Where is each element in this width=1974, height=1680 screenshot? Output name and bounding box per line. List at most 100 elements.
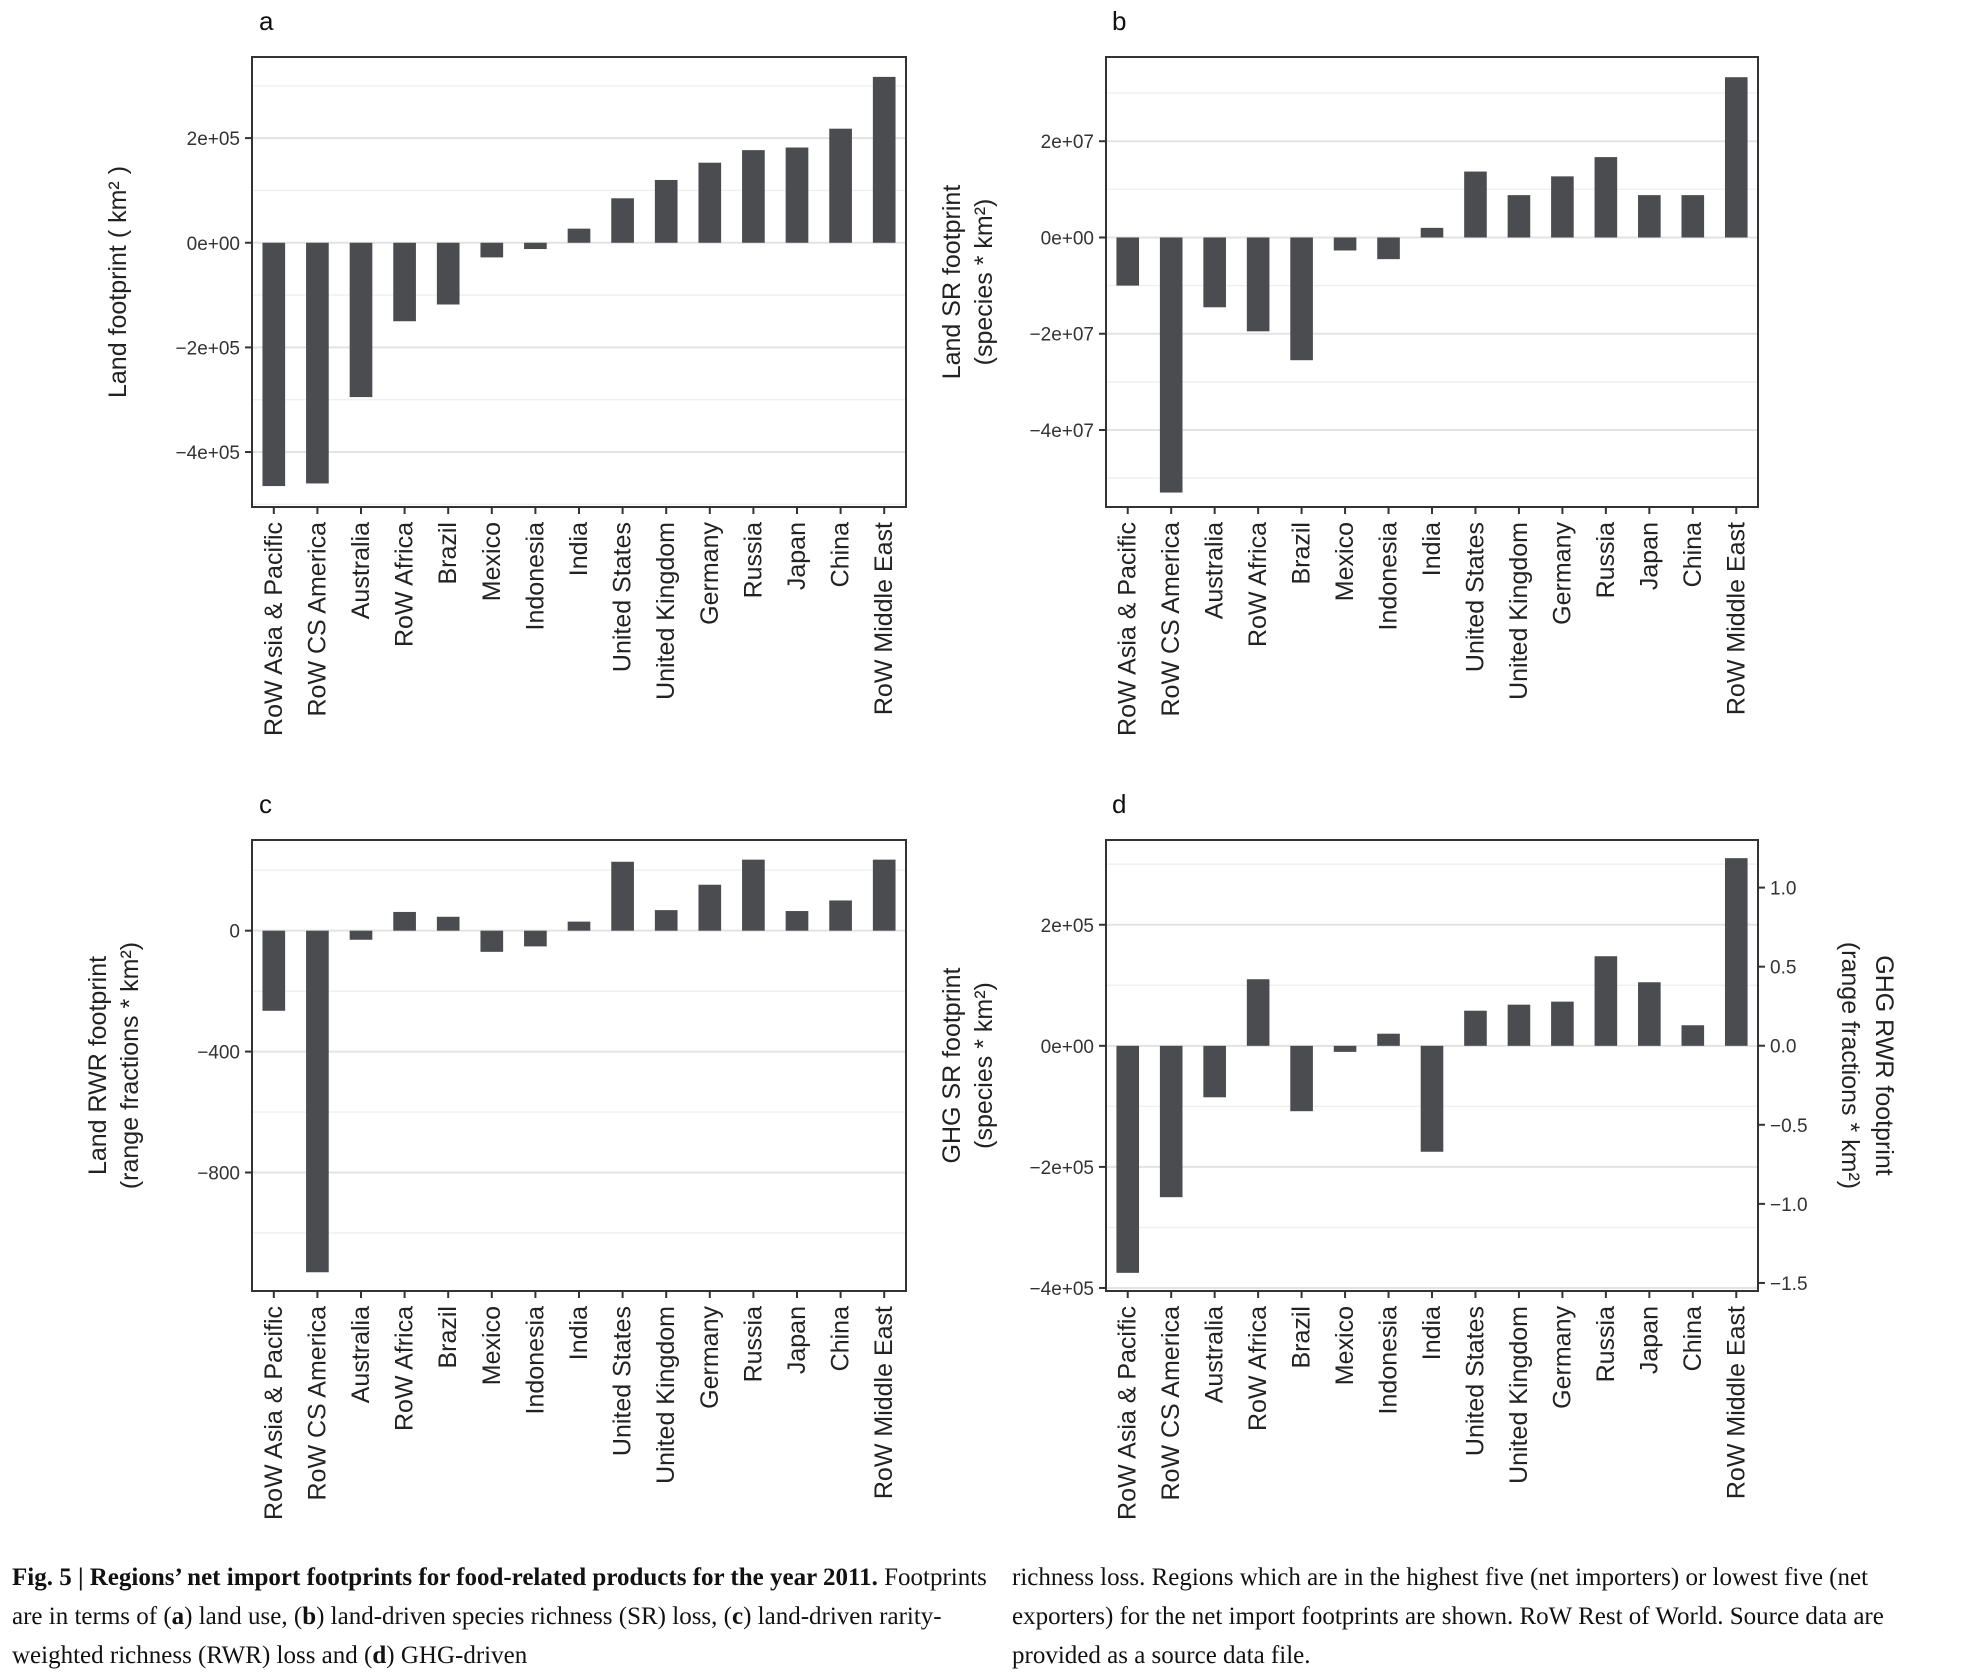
bar-row-africa	[393, 911, 416, 931]
x-tick-label: Brazil	[434, 522, 462, 585]
plot-border	[251, 839, 907, 1292]
bar-indonesia	[1377, 1033, 1400, 1046]
y-tick-label: 0e+00	[1041, 1037, 1094, 1058]
y2-axis-title-units: (range fractions * km²)	[1836, 942, 1864, 1189]
x-tick-label: United States	[609, 1306, 637, 1456]
panel-b: b −4e+07 −2e+07 0e+00 2e+07 RoW Asia & Pacifi…	[938, 6, 1759, 736]
x-tick-label: Mexico	[1331, 522, 1359, 601]
caption-text-3: ) land-driven species richness (SR) loss…	[316, 1603, 732, 1630]
bar-row-middle-east	[872, 76, 896, 243]
x-tick-label: Mexico	[1331, 1306, 1359, 1385]
x-tick-label: Australia	[347, 522, 375, 619]
x-tick-label: Brazil	[1288, 1306, 1316, 1369]
bar-australia	[1203, 237, 1226, 308]
y-axis-title-units: (range fractions * km²)	[116, 942, 144, 1189]
bar-row-africa	[393, 242, 416, 322]
y-tick-label: 0e+00	[1041, 228, 1094, 249]
x-tick-label: RoW CS America	[303, 522, 331, 717]
bar-united-kingdom	[654, 179, 678, 243]
y-tick-label: −800	[197, 1164, 240, 1185]
y2-tick-label: −0.5	[1770, 1116, 1808, 1137]
panel-d: d −4e+05 −2e+05 0e+00 2e+05 RoW Asia & Pacifi…	[938, 789, 1898, 1520]
caption-panel-a: a	[171, 1603, 185, 1630]
x-tick-label: Germany	[696, 522, 724, 625]
caption-panel-d: d	[372, 1642, 387, 1669]
bar-australia	[349, 930, 373, 940]
bar-united-kingdom	[1507, 195, 1531, 238]
y-tick-label: −2e+07	[1030, 325, 1094, 346]
bar-indonesia	[524, 930, 547, 947]
bar-india	[567, 921, 591, 931]
x-tick-label: Japan	[1635, 522, 1663, 590]
bar-row-middle-east	[1724, 858, 1748, 1046]
panel-a: a −4e+05 −2e+05 0e+00 2e+05 RoW Asia & Pacifi…	[104, 6, 907, 736]
y-tick-label: −2e+05	[1030, 1158, 1094, 1179]
bar-united-kingdom	[1507, 1004, 1531, 1046]
y-axis-title-units: (species * km²)	[970, 199, 998, 366]
panel-c: c −800 −400 0 RoW Asia & Pacific RoW CS Ameri…	[84, 789, 907, 1520]
x-tick-label: United Kingdom	[1505, 1306, 1533, 1484]
bar-row-asia-pacific	[1116, 1045, 1140, 1273]
y2-tick-label: 0.0	[1770, 1037, 1796, 1058]
figure-caption-right: richness loss. Regions which are in the …	[1012, 1564, 1884, 1669]
bar-united-states	[1464, 1010, 1487, 1046]
x-tick-label: India	[1418, 1306, 1446, 1360]
x-tick-label: Mexico	[478, 522, 506, 601]
x-tick-label: Russia	[739, 522, 767, 599]
x-tick-label: RoW Asia & Pacific	[260, 1306, 288, 1520]
x-tick-label: Australia	[1201, 522, 1229, 619]
panel-label: d	[1112, 789, 1126, 819]
x-tick-label: RoW Africa	[1244, 522, 1272, 647]
bar-row-cs-america	[1159, 1045, 1183, 1198]
x-tick-label: Russia	[1592, 522, 1620, 599]
y-tick-label: 2e+07	[1041, 132, 1094, 153]
y-axis-title-units: (species * km²)	[970, 982, 998, 1149]
figure-caption-title: Fig. 5 | Regions’ net import footprints …	[12, 1564, 878, 1591]
bar-row-asia-pacific	[1116, 237, 1140, 286]
y2-tick-label: −1.0	[1770, 1195, 1808, 1216]
x-tick-label: RoW Africa	[391, 522, 419, 647]
x-tick-label: RoW Middle East	[870, 522, 898, 715]
x-tick-label: RoW Asia & Pacific	[1114, 522, 1142, 736]
x-tick-label: Indonesia	[521, 1306, 549, 1415]
bar-russia	[742, 150, 765, 243]
x-tick-label: Germany	[1548, 1306, 1576, 1409]
bar-mexico	[1333, 1045, 1357, 1052]
x-tick-label: China	[1679, 1306, 1707, 1371]
bar-indonesia	[524, 242, 547, 250]
bar-mexico	[480, 930, 504, 952]
bar-row-middle-east	[1724, 77, 1748, 238]
x-tick-label: Indonesia	[1375, 522, 1403, 631]
x-tick-label: Indonesia	[521, 522, 549, 631]
y-tick-label: 2e+05	[187, 129, 240, 150]
x-tick-label: RoW Asia & Pacific	[260, 522, 288, 736]
x-tick-label: China	[1679, 522, 1707, 587]
y-tick-label: 0e+00	[187, 234, 240, 255]
x-tick-label: RoW Africa	[391, 1306, 419, 1431]
x-tick-label: Japan	[783, 522, 811, 590]
panel-label: c	[259, 789, 272, 819]
x-tick-label: Mexico	[478, 1306, 506, 1385]
y2-tick-label: −1.5	[1770, 1274, 1808, 1295]
bar-row-middle-east	[872, 859, 896, 931]
x-tick-label: RoW Middle East	[1722, 522, 1750, 715]
y-axis-title: GHG SR footprint	[938, 968, 966, 1164]
bar-mexico	[1333, 237, 1357, 251]
bar-row-cs-america	[306, 242, 329, 484]
y-tick-label: 2e+05	[1041, 916, 1094, 937]
bar-row-africa	[1246, 237, 1270, 332]
bar-brazil	[1290, 237, 1313, 361]
bar-germany	[698, 884, 722, 931]
caption-text-2: ) land use, (	[184, 1603, 303, 1630]
y2-tick-label: 1.0	[1770, 879, 1796, 900]
x-tick-label: Indonesia	[1375, 1306, 1403, 1415]
x-tick-label: RoW CS America	[1157, 522, 1185, 717]
x-tick-label: Brazil	[434, 1306, 462, 1369]
x-tick-label: United States	[609, 522, 637, 672]
bar-row-cs-america	[306, 930, 329, 1273]
y-tick-label: −4e+07	[1030, 421, 1094, 442]
x-tick-label: RoW Asia & Pacific	[1114, 1306, 1142, 1520]
bar-india	[1420, 1045, 1444, 1152]
bar-brazil	[436, 916, 460, 931]
x-tick-label: United States	[1461, 522, 1489, 672]
